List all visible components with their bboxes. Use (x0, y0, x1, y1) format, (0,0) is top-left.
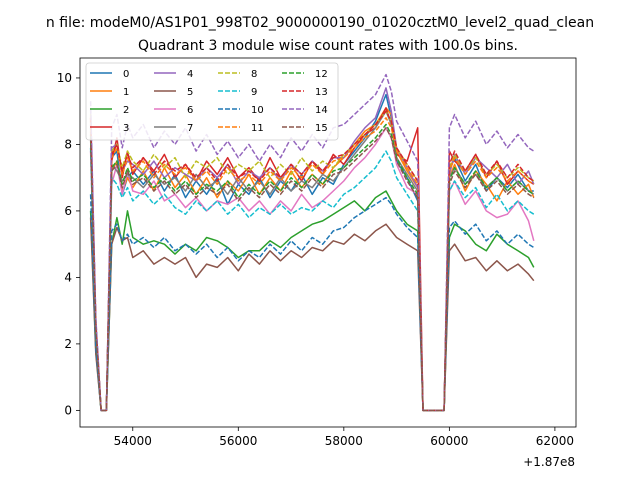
legend-label: 11 (251, 123, 264, 134)
plot-frame (79, 57, 577, 428)
y-axis: 0 2 4 6 8 10 (57, 71, 80, 417)
y-tick-label: 0 (64, 403, 72, 417)
legend-label: 0 (123, 69, 129, 80)
legend-label: 13 (315, 87, 328, 98)
y-tick-label: 2 (64, 337, 72, 351)
series-line-7 (89, 110, 535, 412)
series-layer (89, 73, 535, 412)
figure-suptitle: n file: modeM0/AS1P01_998T02_9000000190_… (46, 15, 594, 31)
legend-label: 9 (251, 87, 257, 98)
legend-label: 8 (251, 69, 257, 80)
y-tick-label: 10 (57, 71, 72, 85)
legend-label: 6 (187, 105, 193, 116)
x-offset-label: +1.87e8 (523, 455, 575, 469)
x-tick-label: 60000 (430, 434, 468, 448)
series-line-12 (89, 123, 535, 412)
legend-label: 12 (315, 69, 328, 80)
series-line-6 (89, 127, 535, 412)
legend-label: 3 (123, 123, 129, 134)
series-line-15 (89, 127, 535, 412)
y-tick-label: 4 (64, 270, 72, 284)
legend-label: 15 (315, 123, 328, 134)
legend-label: 1 (123, 87, 129, 98)
legend-label: 2 (123, 105, 129, 116)
series-line-10 (89, 194, 535, 412)
series-line-2 (89, 190, 535, 412)
series-line-9 (89, 147, 535, 412)
series-line-5 (89, 217, 535, 412)
x-tick-label: 58000 (325, 434, 363, 448)
x-axis: 54000 56000 58000 60000 62000 (114, 427, 574, 448)
series-line-8 (89, 110, 535, 412)
y-tick-label: 6 (64, 204, 72, 218)
legend-label: 5 (187, 87, 193, 98)
legend-label: 10 (251, 105, 264, 116)
x-tick-label: 54000 (114, 434, 152, 448)
x-tick-label: 62000 (536, 434, 574, 448)
legend-label: 4 (187, 69, 193, 80)
x-tick-label: 56000 (219, 434, 257, 448)
legend-box (85, 62, 339, 141)
chart-title: Quadrant 3 module wise count rates with … (138, 38, 518, 54)
legend-label: 14 (315, 105, 328, 116)
series-line-4 (89, 87, 535, 412)
y-tick-label: 8 (64, 137, 72, 151)
legend-label: 7 (187, 123, 193, 134)
